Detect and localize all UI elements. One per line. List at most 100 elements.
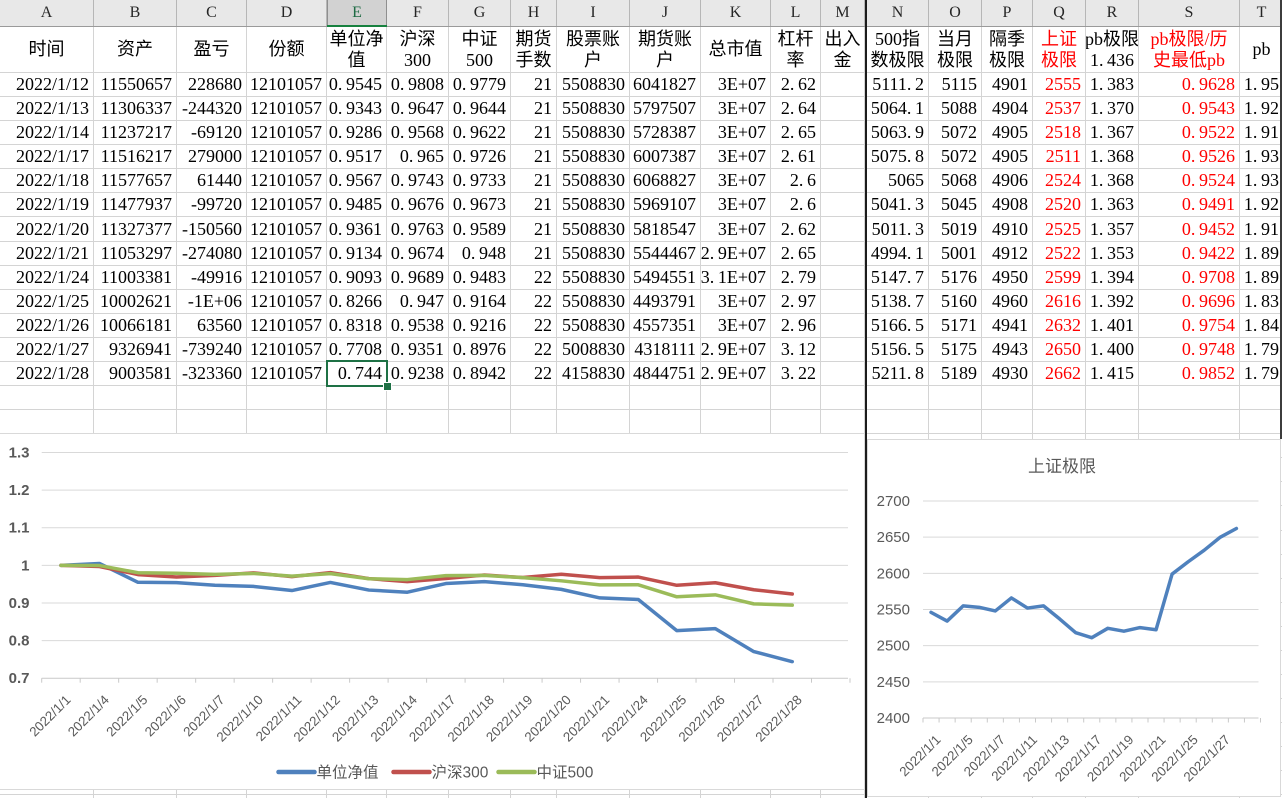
cell-J13[interactable]: 4318111	[630, 337, 701, 362]
cell-L6[interactable]: 2. 6	[771, 169, 821, 194]
cell-O16-empty[interactable]	[929, 410, 982, 435]
cell-R12[interactable]: 1. 401	[1086, 313, 1139, 338]
cell-H5[interactable]: 21	[511, 145, 557, 170]
cell-J7[interactable]: 5969107	[630, 193, 701, 218]
cell-C3[interactable]: -244320	[177, 97, 247, 122]
cell-G6[interactable]: 0. 9733	[449, 169, 511, 194]
cell-C9[interactable]: -274080	[177, 241, 247, 266]
cell-B15-empty[interactable]	[94, 386, 177, 411]
cell-R7[interactable]: 1. 363	[1086, 193, 1139, 218]
column-header-M[interactable]: M	[821, 0, 865, 26]
cell-L10[interactable]: 2. 79	[771, 265, 821, 290]
cell-E15-empty[interactable]	[327, 386, 387, 411]
legend-label-0[interactable]: 单位净值	[317, 764, 379, 782]
cell-F10[interactable]: 0. 9689	[387, 265, 449, 290]
column-header-I[interactable]: I	[557, 0, 630, 26]
cell-P10[interactable]: 4950	[982, 265, 1033, 290]
cell-H2[interactable]: 21	[511, 73, 557, 98]
cell-E13[interactable]: 0. 7708	[327, 337, 387, 362]
cell-S13[interactable]: 0. 9748	[1139, 337, 1240, 362]
cell-C15-empty[interactable]	[177, 386, 247, 411]
cell-B3[interactable]: 11306337	[94, 97, 177, 122]
cell-G5[interactable]: 0. 9726	[449, 145, 511, 170]
cell-M15-empty[interactable]	[821, 386, 865, 411]
cell-P6[interactable]: 4906	[982, 169, 1033, 194]
cell-T7[interactable]: 1. 92	[1240, 193, 1282, 218]
cell-L8[interactable]: 2. 62	[771, 217, 821, 242]
cell-M12[interactable]	[821, 313, 865, 338]
cell-S12[interactable]: 0. 9754	[1139, 313, 1240, 338]
cell-D9[interactable]: 12101057	[247, 241, 327, 266]
header-cell-H[interactable]: 期货 手数	[511, 27, 557, 73]
cell-R13[interactable]: 1. 400	[1086, 337, 1139, 362]
cell-N3[interactable]: 5064. 1	[867, 97, 929, 122]
header-cell-L[interactable]: 杠杆率	[771, 27, 821, 73]
header-cell-F[interactable]: 沪深 300	[387, 27, 449, 73]
cell-I12[interactable]: 5508830	[557, 313, 630, 338]
cell-N14[interactable]: 5211. 8	[867, 361, 929, 387]
cell-H4[interactable]: 21	[511, 121, 557, 146]
cell-K10[interactable]: 3. 1E+07	[701, 265, 771, 290]
shanghai-limit-chart[interactable]: 2700 2650 2600 2550 2500 2450 2400 2022/1/1 2022…	[867, 439, 1281, 797]
cell-F3[interactable]: 0. 9647	[387, 97, 449, 122]
header-cell-K[interactable]: 总市值	[701, 27, 771, 73]
cell-Q14[interactable]: 2662	[1033, 361, 1086, 387]
cell-S9[interactable]: 0. 9422	[1139, 241, 1240, 266]
cell-T9[interactable]: 1. 89	[1240, 241, 1282, 266]
cell-A13[interactable]: 2022/1/27	[0, 337, 94, 362]
cell-R11[interactable]: 1. 392	[1086, 289, 1139, 314]
cell-S2[interactable]: 0. 9628	[1139, 73, 1240, 98]
cell-N5[interactable]: 5075. 8	[867, 145, 929, 170]
legend-label-2[interactable]: 中证500	[537, 764, 594, 782]
cell-N6[interactable]: 5065	[867, 169, 929, 194]
cell-Q3[interactable]: 2537	[1033, 97, 1086, 122]
header-cell-B[interactable]: 资产	[94, 27, 177, 73]
header-cell-S[interactable]: pb极限/历 史最低pb	[1139, 27, 1240, 73]
cell-C7[interactable]: -99720	[177, 193, 247, 218]
cell-G7[interactable]: 0. 9673	[449, 193, 511, 218]
cell-P12[interactable]: 4941	[982, 313, 1033, 338]
cell-Q5[interactable]: 2511	[1033, 145, 1086, 170]
header-cell-P[interactable]: 隔季 极限	[982, 27, 1033, 73]
cell-T3[interactable]: 1. 92	[1240, 97, 1282, 122]
cell-B8[interactable]: 11327377	[94, 217, 177, 242]
cell-O6[interactable]: 5068	[929, 169, 982, 194]
cell-L12[interactable]: 2. 96	[771, 313, 821, 338]
cell-N2[interactable]: 5111. 2	[867, 73, 929, 98]
cell-E2[interactable]: 0. 9545	[327, 73, 387, 98]
cell-T11[interactable]: 1. 83	[1240, 289, 1282, 314]
cell-N13[interactable]: 5156. 5	[867, 337, 929, 362]
cell-R9[interactable]: 1. 353	[1086, 241, 1139, 266]
cell-S16-empty[interactable]	[1139, 410, 1240, 435]
cell-R14[interactable]: 1. 415	[1086, 361, 1139, 387]
cell-B2[interactable]: 11550657	[94, 73, 177, 98]
header-cell-Q[interactable]: 上证 极限	[1033, 27, 1086, 73]
cell-G9[interactable]: 0. 948	[449, 241, 511, 266]
cell-P8[interactable]: 4910	[982, 217, 1033, 242]
cell-F15-empty[interactable]	[387, 386, 449, 411]
cell-F4[interactable]: 0. 9568	[387, 121, 449, 146]
cell-P13[interactable]: 4943	[982, 337, 1033, 362]
cell-E8[interactable]: 0. 9361	[327, 217, 387, 242]
cell-J3[interactable]: 5797507	[630, 97, 701, 122]
cell-N15-empty[interactable]	[867, 386, 929, 411]
cell-M8[interactable]	[821, 217, 865, 242]
cell-K5[interactable]: 3E+07	[701, 145, 771, 170]
nav-comparison-chart[interactable]: 1.3 1.2 1.1 1 0.9 0.8 0.7 2022/1/1 2022/1/4 2022/…	[0, 433, 865, 790]
cell-C6[interactable]: 61440	[177, 169, 247, 194]
cell-P3[interactable]: 4904	[982, 97, 1033, 122]
cell-G10[interactable]: 0. 9483	[449, 265, 511, 290]
cell-E4[interactable]: 0. 9286	[327, 121, 387, 146]
cell-K16-empty[interactable]	[701, 410, 771, 435]
cell-F6[interactable]: 0. 9743	[387, 169, 449, 194]
cell-L14[interactable]: 3. 22	[771, 361, 821, 387]
cell-E10[interactable]: 0. 9093	[327, 265, 387, 290]
cell-F5[interactable]: 0. 965	[387, 145, 449, 170]
cell-G11[interactable]: 0. 9164	[449, 289, 511, 314]
cell-H14[interactable]: 22	[511, 361, 557, 387]
cell-M16-empty[interactable]	[821, 410, 865, 435]
cell-D10[interactable]: 12101057	[247, 265, 327, 290]
cell-N16-empty[interactable]	[867, 410, 929, 435]
legend-label-1[interactable]: 沪深300	[432, 764, 489, 782]
column-header-K[interactable]: K	[701, 0, 771, 26]
